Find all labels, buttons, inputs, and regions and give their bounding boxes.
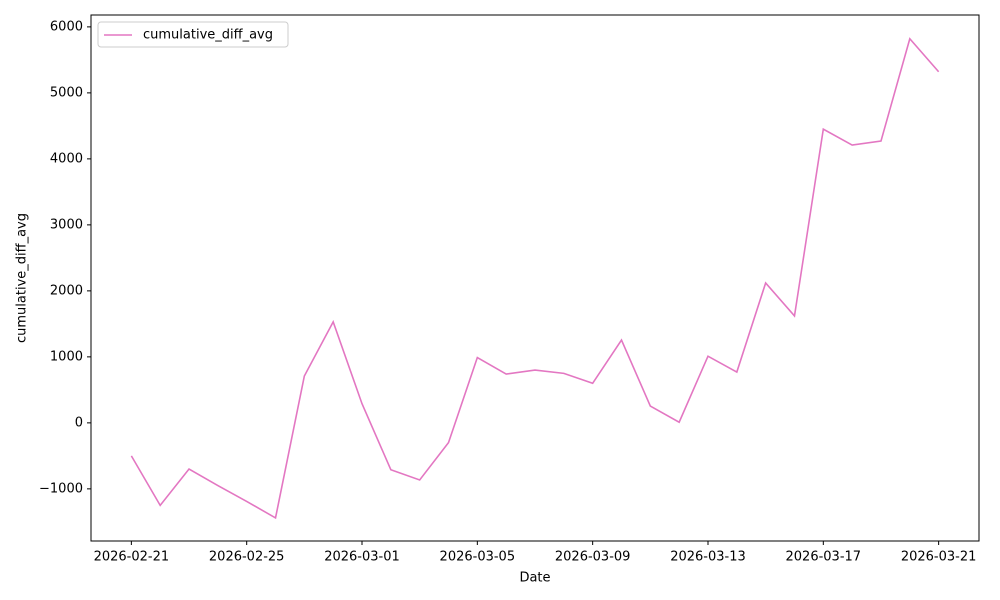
y-tick-label: 2000 (50, 283, 83, 298)
x-tick-label: 2026-03-01 (324, 550, 400, 565)
y-tick-label: 4000 (50, 151, 83, 166)
y-tick-label: 1000 (50, 349, 83, 364)
x-tick-label: 2026-03-09 (555, 550, 631, 565)
data-line (130, 37, 940, 520)
y-tick-label: 0 (75, 415, 83, 430)
y-tick-label: 3000 (50, 217, 83, 232)
legend-box (97, 21, 289, 48)
y-axis-label: cumulative_diff_avg (15, 213, 30, 343)
y-tick-label: 6000 (50, 19, 83, 34)
x-tick-label: 2026-03-21 (901, 550, 977, 565)
y-tick-label: 5000 (50, 85, 83, 100)
plot-frame (90, 14, 980, 542)
x-tick-label: 2026-02-21 (94, 550, 170, 565)
x-tick-label: 2026-03-05 (440, 550, 516, 565)
y-tick-label: −1000 (39, 481, 83, 496)
x-tick-label: 2026-03-17 (786, 550, 862, 565)
x-axis-label: Date (519, 571, 550, 586)
x-tick-label: 2026-02-25 (209, 550, 285, 565)
legend-label: cumulative_diff_avg (143, 28, 273, 43)
x-tick-label: 2026-03-13 (670, 550, 746, 565)
